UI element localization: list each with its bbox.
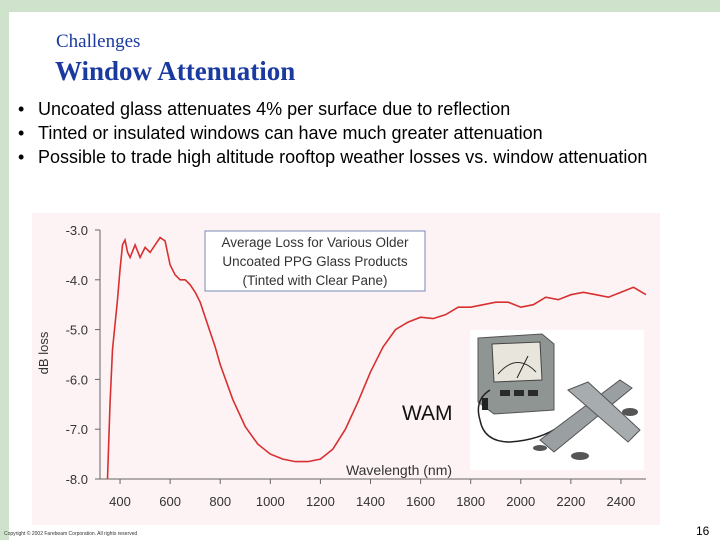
annotation-line: Uncoated PPG Glass Products [222, 254, 408, 269]
x-tick-label: 1600 [406, 494, 435, 509]
frame-left-bar [0, 0, 9, 540]
wam-device-illustration [470, 330, 644, 470]
y-tick-label: -8.0 [66, 472, 88, 487]
slide-kicker: Challenges [56, 31, 141, 52]
y-tick-label: -3.0 [66, 223, 88, 238]
x-tick-label: 600 [159, 494, 181, 509]
frame-corner [9, 12, 27, 30]
bullet-dot: • [18, 123, 25, 143]
wam-device-icon [470, 330, 644, 470]
bullet-list: • Uncoated glass attenuates 4% per surfac… [16, 98, 696, 170]
x-tick-label: 400 [109, 494, 131, 509]
y-tick-label: -5.0 [66, 323, 88, 338]
bullet-dot: • [18, 99, 25, 119]
x-axis-label: Wavelength (nm) [346, 462, 452, 478]
x-tick-label: 2200 [556, 494, 585, 509]
slide-title: Window Attenuation [55, 56, 296, 86]
y-tick-label: -7.0 [66, 422, 88, 437]
chart-annotation: Average Loss for Various Older Uncoated … [204, 230, 426, 292]
y-tick-label: -6.0 [66, 372, 88, 387]
x-tick-label: 800 [209, 494, 231, 509]
bullet-text: Possible to trade high altitude rooftop … [38, 147, 648, 167]
bullet-item: • Possible to trade high altitude rooftop… [16, 146, 696, 168]
x-tick-label: 2400 [606, 494, 635, 509]
bullet-text: Uncoated glass attenuates 4% per surface… [38, 99, 511, 119]
x-tick-label: 1400 [356, 494, 385, 509]
x-tick-label: 1800 [456, 494, 485, 509]
frame-top-bar [0, 0, 720, 12]
y-axis-label: dB loss [36, 331, 51, 374]
chart-axes [99, 230, 646, 480]
bullet-dot: • [18, 147, 25, 167]
page-number: 16 [696, 524, 710, 538]
chart-ticks: -3.0 -4.0 -5.0 -6.0 -7.0 -8.0 400 600 800 1000 120… [66, 223, 636, 509]
bullet-item: • Uncoated glass attenuates 4% per surfac… [16, 98, 696, 120]
y-tick-label: -4.0 [66, 273, 88, 288]
annotation-box [204, 230, 426, 292]
x-tick-label: 1200 [306, 494, 335, 509]
series-line [106, 236, 647, 480]
x-tick-label: 2000 [506, 494, 535, 509]
bullet-item: • Tinted or insulated windows can have mu… [16, 122, 696, 144]
annotation-line: (Tinted with Clear Pane) [242, 273, 387, 288]
wam-label: WAM [402, 402, 453, 425]
annotation-line: Average Loss for Various Older [221, 235, 409, 250]
x-tick-label: 1000 [256, 494, 285, 509]
copyright-notice: Copyright © 2002 Farebeam Corporation. A… [4, 531, 138, 537]
bullet-text: Tinted or insulated windows can have muc… [38, 123, 543, 143]
